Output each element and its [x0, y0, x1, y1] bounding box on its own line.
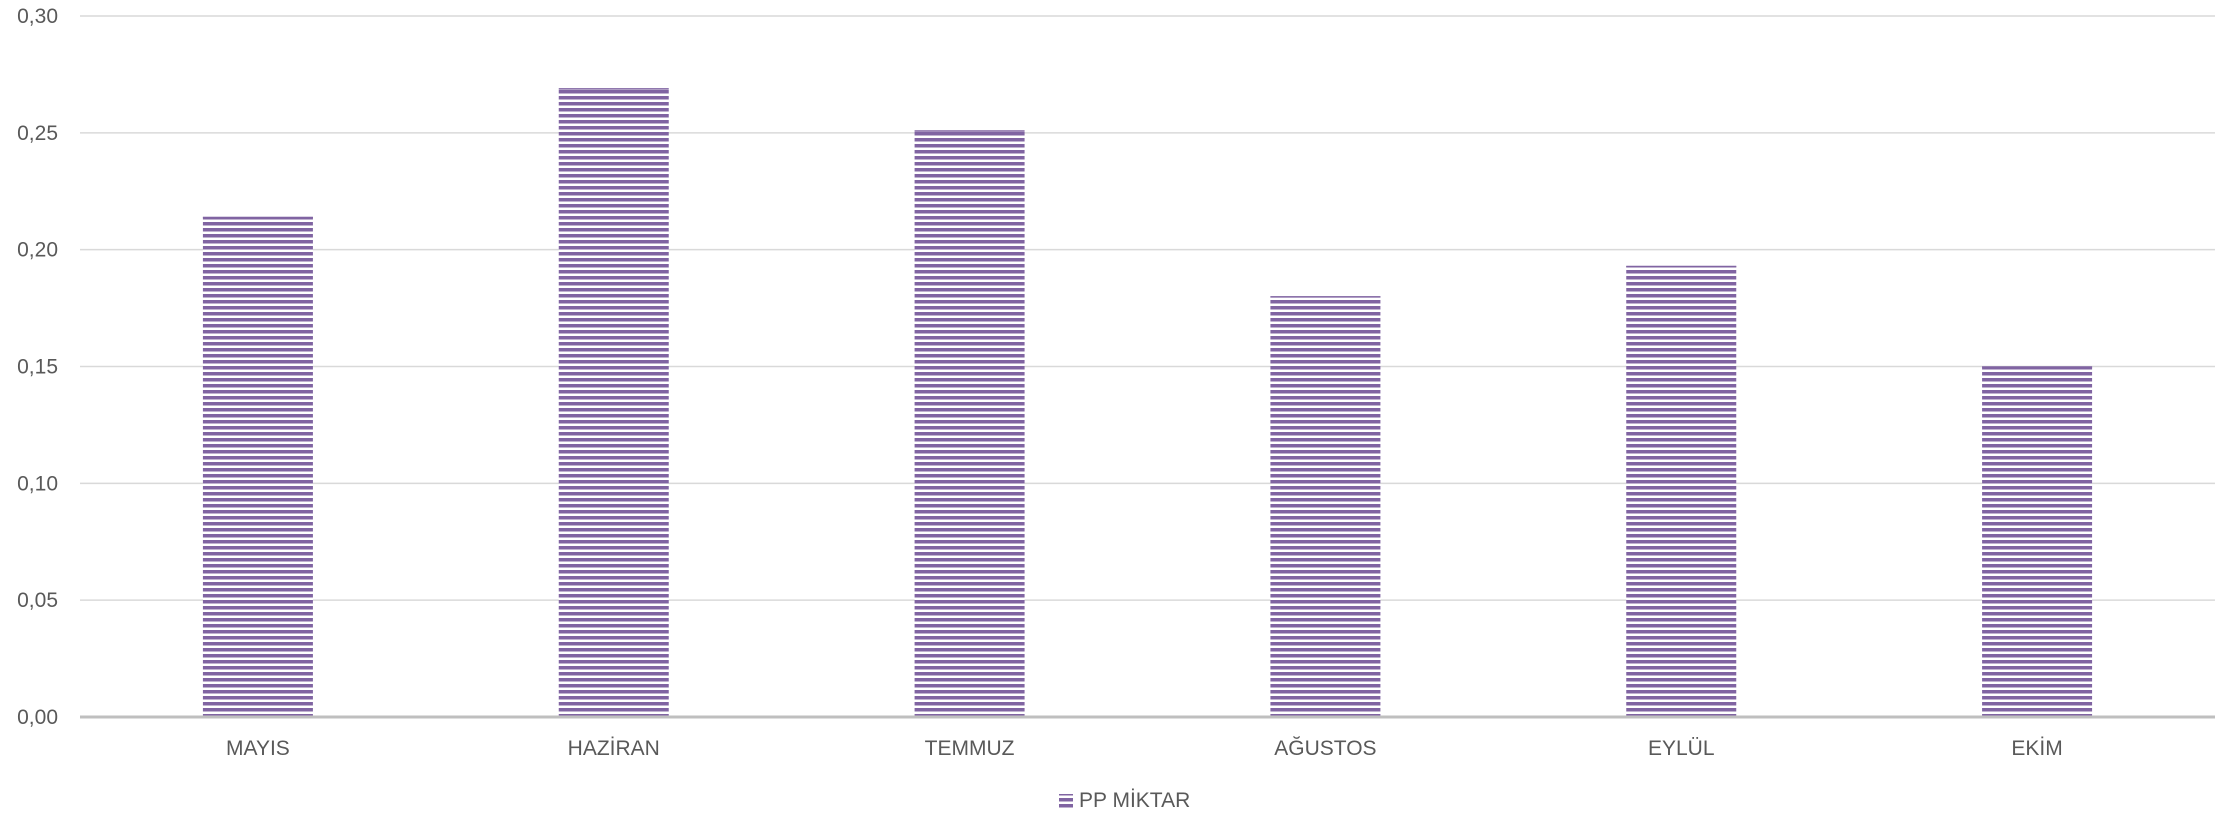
- bars: [202, 88, 2093, 718]
- y-tick-label: 0,00: [17, 706, 58, 729]
- x-category-label: TEMMUZ: [925, 737, 1015, 760]
- axes: 0,00 0,05 0,10 0,15 0,20 0,25 0,30 MAYIS HAZİRAN…: [17, 5, 2215, 760]
- x-category-label: HAZİRAN: [568, 737, 660, 760]
- bar-eki̇m: [1982, 366, 2093, 717]
- y-tick-label: 0,10: [17, 472, 58, 495]
- x-category-label: EYLÜL: [1648, 737, 1715, 760]
- bar-ağustos: [1270, 296, 1381, 717]
- bar-mayis: [202, 216, 313, 717]
- y-tick-label: 0,15: [17, 356, 58, 379]
- x-category-label: EKİM: [2011, 737, 2062, 760]
- legend: PP MİKTAR: [1059, 789, 1190, 812]
- y-tick-label: 0,05: [17, 589, 58, 612]
- bar-temmuz: [914, 130, 1025, 717]
- legend-label-pp-miktar: PP MİKTAR: [1079, 789, 1190, 811]
- bar-eylül: [1626, 266, 1737, 717]
- x-category-label: AĞUSTOS: [1274, 737, 1376, 760]
- y-tick-label: 0,30: [17, 5, 58, 28]
- legend-swatch-pp-miktar: [1059, 794, 1073, 808]
- y-tick-label: 0,20: [17, 239, 58, 262]
- y-tick-label: 0,25: [17, 122, 58, 145]
- x-category-label: MAYIS: [226, 737, 290, 760]
- bar-hazi̇ran: [558, 88, 669, 718]
- gridlines: [80, 15, 2215, 601]
